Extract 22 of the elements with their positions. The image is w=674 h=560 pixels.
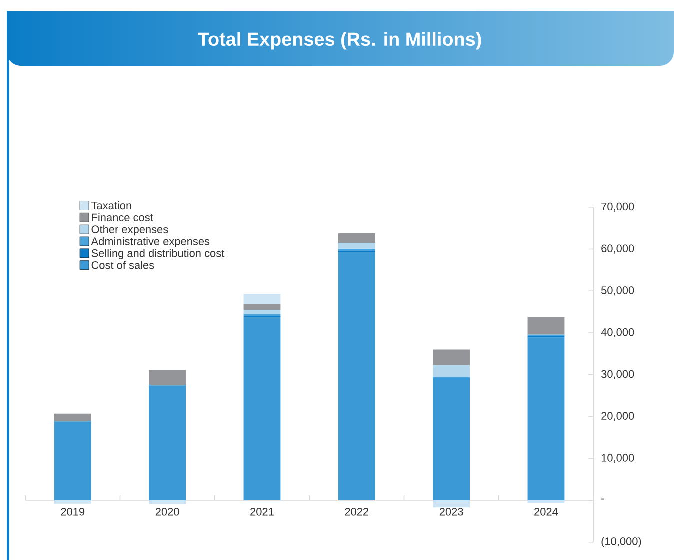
y-tick-label: 50,000 [602,286,634,296]
legend-label: Finance cost [92,213,154,222]
y-tick-label: 20,000 [602,412,634,422]
legend-label: Selling and distribution cost [92,249,225,260]
y-tick-label: 60,000 [602,244,634,254]
legend-label: Cost of sales [92,261,154,270]
legend-label: Other expenses [92,225,168,236]
y-tick-label: 30,000 [602,370,634,380]
y-tick-label: (10,000) [602,537,642,548]
x-tick-label: 2023 [440,508,464,516]
y-tick-label: 70,000 [602,202,634,212]
y-tick-label: 40,000 [601,328,634,338]
x-tick-label: 2024 [534,508,558,516]
x-tick-label: 2019 [61,508,85,516]
x-tick-label: 2020 [156,508,180,516]
y-tick-label: 10,000 [602,454,634,464]
legend-label: Taxation [92,202,132,210]
legend-label: Administrative expenses [91,237,210,248]
x-tick-label: 2022 [345,508,369,516]
chart-title: Total Expenses (Rs. in Millions) [198,32,482,50]
y-tick-label: - [602,498,604,500]
x-tick-label: 2021 [250,508,274,516]
